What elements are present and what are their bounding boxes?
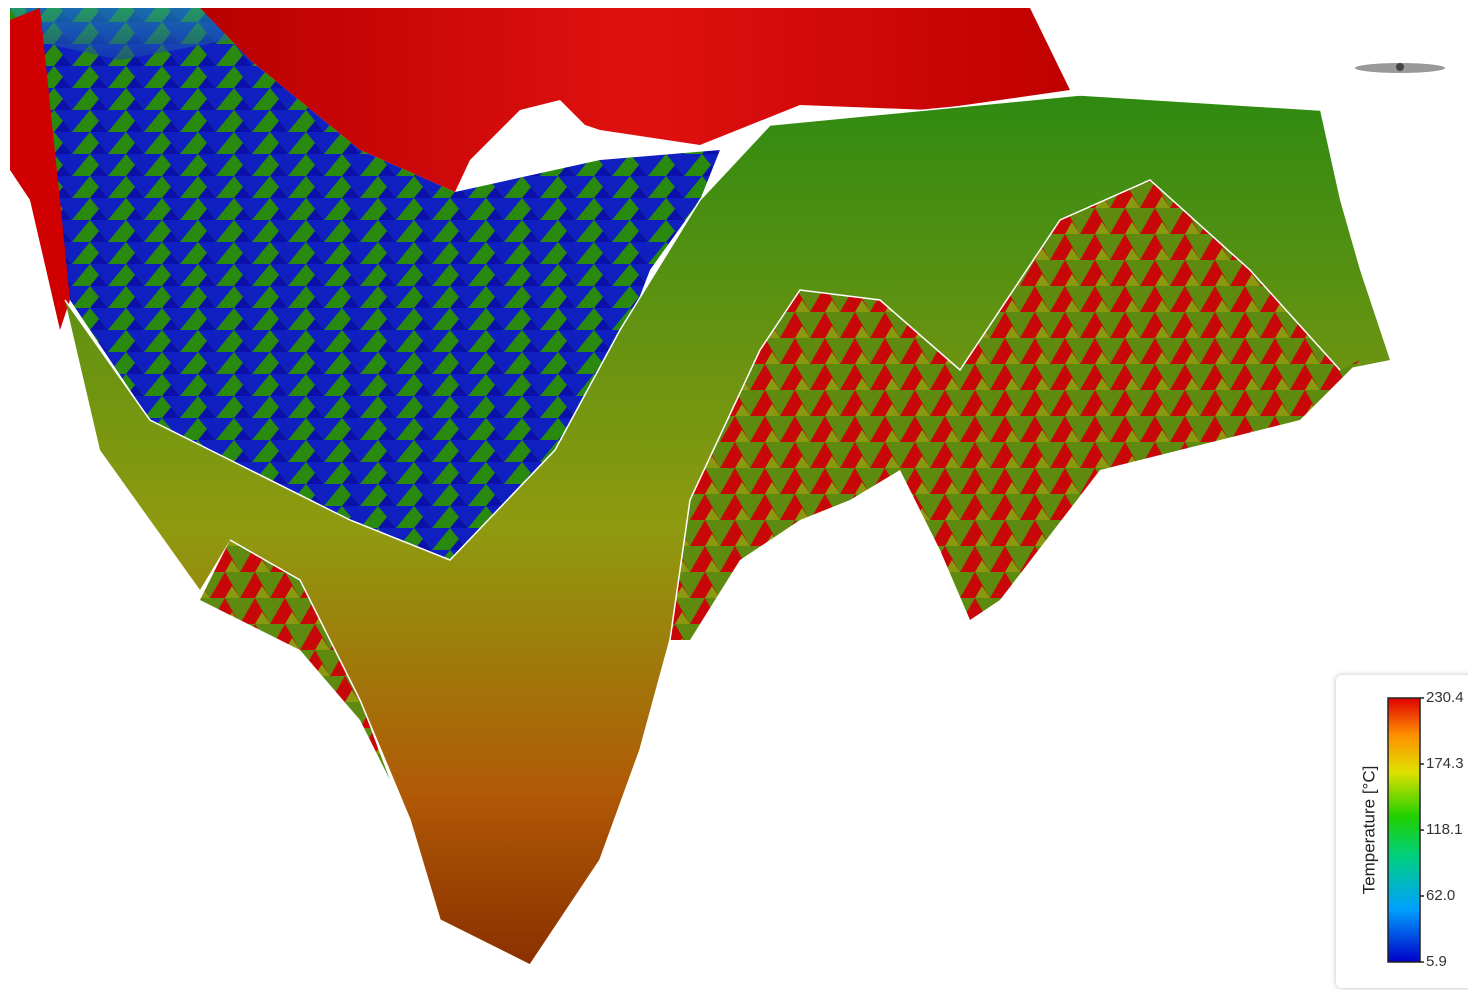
tick-label: 118.1: [1426, 821, 1462, 838]
left-red-surface: [200, 540, 390, 780]
front-face: [65, 95, 1390, 965]
tick-label: 230.4: [1426, 689, 1464, 706]
outline: [229, 179, 1341, 966]
tick-label: 5.9: [1426, 953, 1447, 970]
outline: [64, 94, 1321, 561]
red-surface: [200, 8, 1070, 192]
colorbar-gradient: [1387, 697, 1421, 963]
top-strip: [10, 8, 230, 60]
blue-surface: [10, 8, 720, 560]
right-red-surface: [670, 180, 1360, 640]
colorbar-title: Temperature [°C]: [1359, 766, 1378, 895]
legend: Temperature [°C] 230.4 174.3 118.1 62.0 5.9: [1336, 675, 1468, 988]
compass-center: [1396, 63, 1404, 71]
tick-label: 62.0: [1426, 887, 1455, 904]
colorbar: Temperature [°C] 230.4 174.3 118.1 62.0 5.9: [1359, 689, 1464, 970]
tick-label: 174.3: [1426, 755, 1464, 772]
left-red-strip: [10, 8, 70, 330]
